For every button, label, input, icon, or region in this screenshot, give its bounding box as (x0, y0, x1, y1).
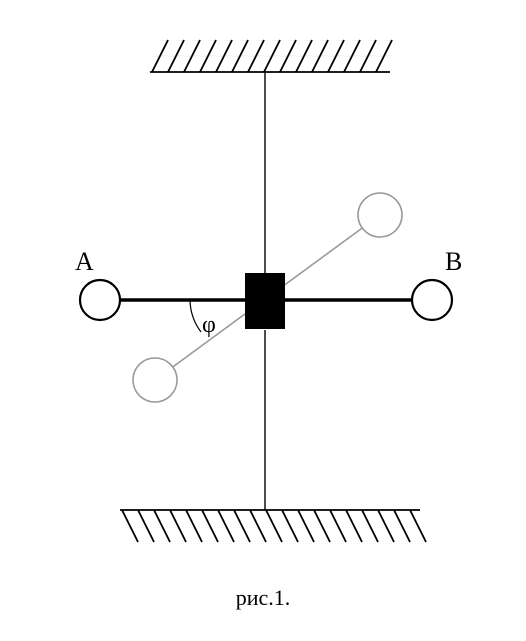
label-phi: φ (202, 312, 216, 338)
ghost-ball-left (133, 358, 177, 402)
ball-a (80, 280, 120, 320)
label-a: A (75, 247, 94, 276)
bottom-fixed-support (120, 510, 426, 542)
angle-arc (190, 300, 201, 332)
top-fixed-support (150, 40, 392, 72)
figure-caption: рис.1. (236, 585, 291, 611)
torsion-pendulum-diagram: A B φ (40, 30, 480, 570)
ball-b (412, 280, 452, 320)
label-b: B (445, 247, 462, 276)
diagram-svg: A B φ (40, 30, 480, 570)
ghost-ball-right (358, 193, 402, 237)
central-hub (245, 273, 285, 329)
